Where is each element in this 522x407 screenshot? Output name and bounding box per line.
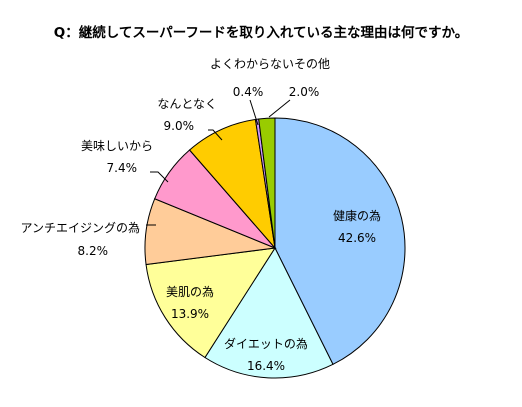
slice-4-value-label: 8.2% [78,244,109,258]
slice-2-wedge [204,246,334,379]
slice-2-value-label: 16.4% [247,359,285,373]
slice-6-value-label: 9.0% [164,119,195,133]
slice-7-value-label: 0.4% [233,85,264,99]
slice-5-leader-line [150,171,169,183]
slice-7-leader-line [249,99,259,126]
slice-6-label: なんとなく [157,97,217,111]
slice-1-label: 健康の為 [333,208,381,223]
slice-8-leader-line [268,99,291,118]
slice-6-leader-line [208,129,223,141]
slice-5-value-label: 7.4% [107,161,138,175]
slice-4-label: アンチエイジングの為 [20,221,140,235]
slice-8-value-label: 2.0% [289,85,320,99]
leader-lines [146,99,291,226]
slice-labels: 健康の為 42.6% ダイエットの為 16.4% 美肌の為 13.9% アンチエイジングの為… [20,57,381,373]
slice-3-value-label: 13.9% [171,307,209,321]
slice-3-label: 美肌の為 [166,285,214,299]
slice-3-wedge [145,247,276,359]
chart-title: Q：継続してスーパーフードを取り入れている主な理由は何ですか。 [54,24,468,41]
slice-2-label: ダイエットの為 [224,336,308,351]
slice-1-value-label: 42.6% [338,231,376,245]
slice-5-label: 美味しいから [81,139,153,153]
small-slices-label: よくわからないその他 [210,57,330,71]
slice-1-wedge [274,117,406,366]
pie-slices [144,117,406,379]
slice-8-wedge [258,117,276,249]
